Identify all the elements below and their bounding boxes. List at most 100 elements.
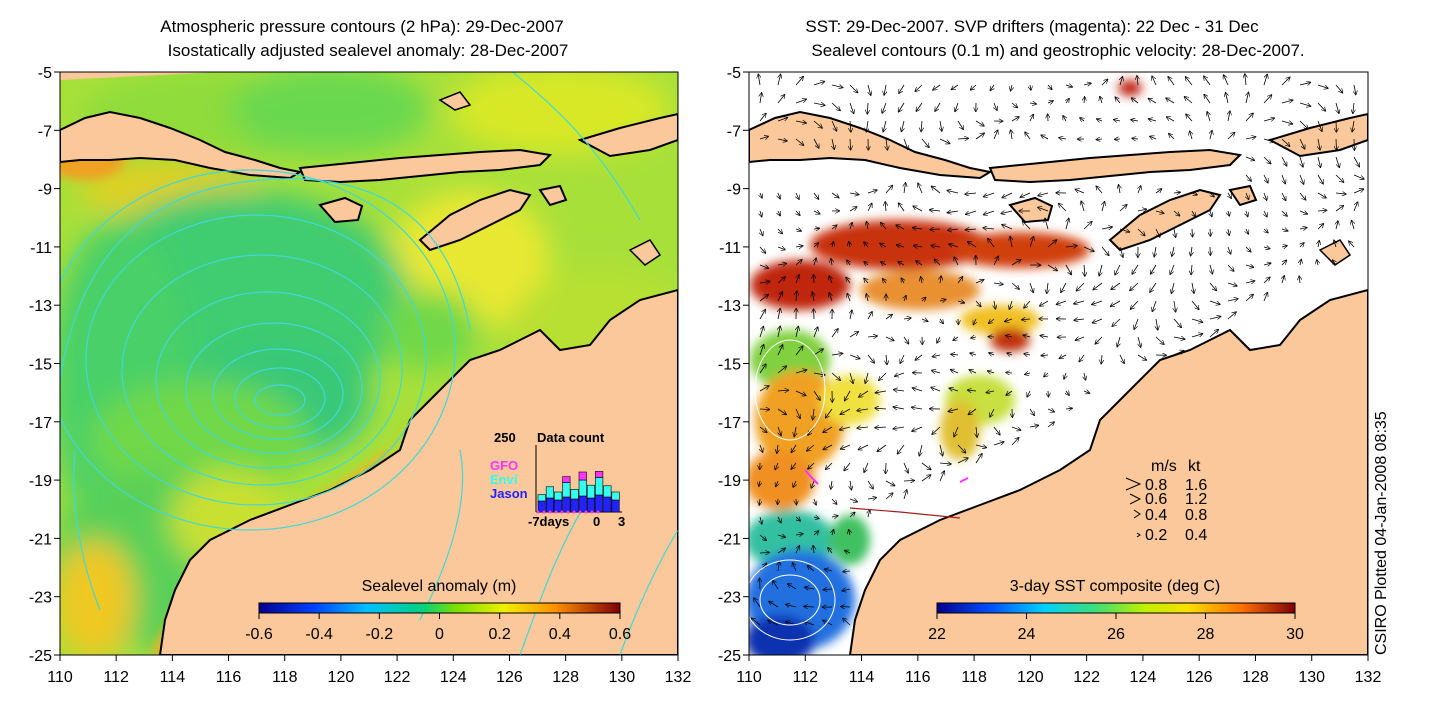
velocity-arrow: [795, 408, 800, 418]
velocity-arrow: [883, 279, 886, 283]
velocity-arrow: [1336, 102, 1339, 113]
velocity-arrow: [1186, 114, 1193, 122]
velocity-arrow: [1156, 318, 1158, 330]
y-tick-label: -11: [30, 240, 52, 257]
velocity-arrow: [831, 259, 832, 266]
legend-jason: Jason: [490, 486, 528, 501]
velocity-arrow: [951, 370, 959, 373]
velocity-arrow: [989, 318, 995, 323]
velocity-arrow: [866, 294, 868, 302]
velocity-arrow: [885, 493, 893, 500]
velocity-arrow: [1132, 264, 1139, 274]
velocity-arrow: [1022, 319, 1031, 320]
velocity-arrow: [1263, 118, 1274, 121]
data-count-marker: [560, 510, 564, 514]
velocity-arrow: [777, 366, 786, 374]
velocity-arrow: [932, 186, 941, 194]
velocity-arrow: [1227, 264, 1234, 271]
y-tick-label: -9: [727, 182, 741, 199]
velocity-arrow: [1300, 260, 1301, 266]
velocity-arrow: [1335, 193, 1346, 194]
right-title-line2: Sealevel contours (0.1 m) and geostrophi…: [811, 41, 1304, 60]
velocity-arrow: [880, 243, 887, 247]
velocity-arrow: [875, 408, 887, 409]
data-count-bar-segment: [562, 496, 571, 513]
velocity-legend-row: 0.2 0.4: [1136, 527, 1207, 544]
velocity-arrow: [1263, 156, 1271, 164]
velocity-arrow: [1281, 138, 1290, 146]
sealevel-anomaly-map: [60, 72, 678, 655]
velocity-arrow: [1166, 98, 1175, 104]
velocity-arrow: [1102, 202, 1105, 212]
velocity-arrow: [773, 580, 779, 590]
velocity-arrow: [760, 228, 763, 235]
velocity-arrow: [1047, 409, 1054, 412]
velocity-arrow: [768, 620, 779, 626]
velocity-arrow: [840, 427, 851, 430]
velocity-arrow: [1349, 241, 1355, 248]
velocity-arrow: [903, 462, 908, 473]
velocity-arrow: [849, 372, 853, 383]
velocity-arrow: [813, 211, 820, 214]
velocity-arrow: [1299, 82, 1310, 85]
velocity-arrow: [825, 569, 833, 571]
dc-tick-start: -7days: [528, 514, 569, 529]
velocity-arrow: [1120, 246, 1123, 257]
x-tick-label: 116: [216, 669, 242, 686]
velocity-arrow: [1353, 202, 1358, 212]
velocity-arrow: [754, 598, 761, 608]
velocity-arrow: [842, 589, 851, 591]
velocity-arrow: [868, 84, 871, 95]
velocity-arrow: [1317, 120, 1322, 131]
velocity-arrow: [900, 354, 905, 363]
velocity-arrow: [778, 192, 780, 199]
velocity-arrow: [1228, 246, 1231, 254]
velocity-arrow: [777, 277, 785, 284]
velocity-arrow: [1246, 210, 1248, 216]
velocity-arrow: [877, 444, 887, 451]
data-count-marker: [572, 510, 576, 514]
velocity-arrow: [841, 606, 851, 607]
velocity-arrow: [813, 546, 814, 554]
velocity-arrow: [1245, 265, 1253, 267]
velocity-arrow: [1169, 134, 1175, 140]
velocity-arrow: [1011, 130, 1012, 140]
data-count-bar-segment: [570, 498, 579, 513]
velocity-arrow: [776, 480, 778, 486]
velocity-arrow: [769, 601, 779, 608]
velocity-arrow: [1228, 111, 1230, 122]
velocity-arrow: [1119, 185, 1120, 194]
velocity-arrow: [1022, 221, 1031, 230]
velocity-arrow: [1263, 263, 1271, 265]
colorbar-tick-label: 0.2: [489, 626, 511, 643]
colorbar-tick-label: 0: [435, 626, 444, 643]
velocity-arrow: [1191, 264, 1192, 274]
left-title-line1: Atmospheric pressure contours (2 hPa): 2…: [160, 17, 563, 36]
velocity-arrow: [850, 223, 852, 230]
velocity-arrow: [759, 364, 766, 374]
y-tick-label: -7: [38, 123, 52, 140]
velocity-arrow: [867, 190, 877, 193]
velocity-arrow: [1299, 228, 1307, 229]
velocity-arrow: [1101, 79, 1108, 86]
left-x-axis: 110 112 114 116 118 120 122 124 126 128 130 132: [47, 655, 691, 686]
right-y-axis: -5 -7 -9 -11 -13 -15 -17 -19 -21 -23 -25: [718, 65, 749, 665]
velocity-arrow: [831, 225, 837, 229]
velocity-arrow: [1076, 282, 1085, 291]
velocity-arrow: [813, 138, 819, 148]
velocity-arrow: [914, 246, 923, 247]
velocity-arrow: [1226, 93, 1228, 104]
velocity-arrow: [777, 292, 782, 302]
velocity-arrow: [1083, 83, 1091, 85]
velocity-arrow: [1152, 76, 1157, 86]
velocity-arrow: [1097, 119, 1103, 121]
data-count-bar-segment: [537, 500, 546, 513]
dc-tick-three: 3: [618, 514, 625, 529]
velocity-arrow: [864, 262, 868, 265]
velocity-arrow: [947, 211, 959, 213]
velocity-arrow: [814, 258, 816, 266]
x-tick-label: 132: [1355, 669, 1382, 686]
velocity-arrow: [1281, 77, 1290, 86]
velocity-arrow: [1065, 408, 1072, 409]
velocity-arrow: [881, 262, 887, 265]
